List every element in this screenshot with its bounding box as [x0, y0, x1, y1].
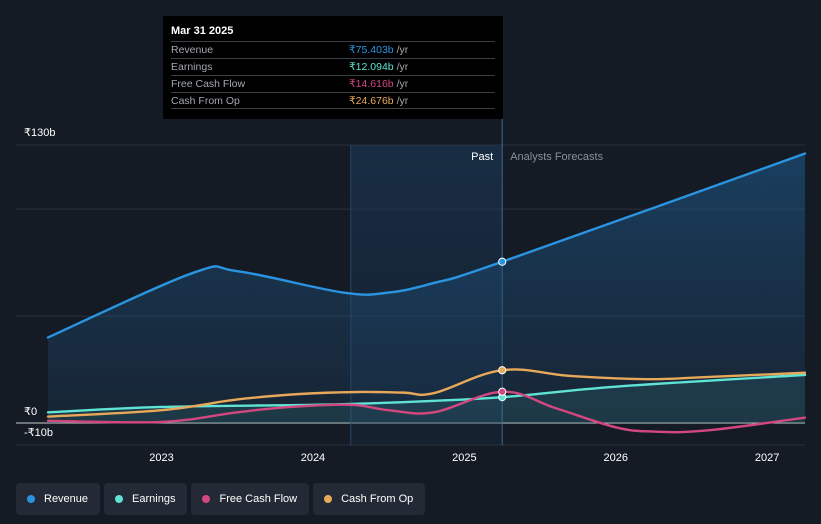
- tooltip-date: Mar 31 2025: [171, 25, 234, 37]
- tooltip-value: ₹12.094b: [349, 61, 394, 73]
- tooltip-unit: /yr: [396, 94, 409, 107]
- x-axis-tick-label: 2026: [604, 452, 628, 464]
- tooltip-row-revenue: Revenue ₹75.403b /yr: [171, 41, 495, 58]
- x-axis-tick-label: 2025: [452, 452, 476, 464]
- tooltip-label: Cash From Op: [171, 94, 240, 107]
- y-axis-label: -₹10b: [24, 427, 53, 439]
- legend-item-revenue[interactable]: Revenue: [16, 483, 101, 515]
- tooltip-unit: /yr: [396, 78, 409, 90]
- series-line-earnings: [46, 373, 807, 414]
- series-marker-cash-from-op: [498, 366, 507, 375]
- legend: Revenue Earnings Free Cash Flow Cash Fro…: [16, 483, 426, 515]
- tooltip: Mar 31 2025 Revenue ₹75.403b /yr Earning…: [163, 16, 503, 119]
- tooltip-unit: /yr: [396, 44, 409, 56]
- tooltip-value: ₹75.403b: [349, 44, 394, 56]
- legend-label: Revenue: [44, 493, 89, 505]
- legend-label: Earnings: [132, 493, 176, 505]
- legend-item-earnings[interactable]: Earnings: [104, 483, 188, 515]
- legend-label: Free Cash Flow: [219, 493, 298, 505]
- series-line-revenue: [46, 152, 807, 339]
- legend-label: Cash From Op: [341, 493, 414, 505]
- y-axis-label: ₹0: [24, 406, 37, 418]
- revenue-dot-icon: [27, 495, 35, 503]
- series-line-cash-from-op: [46, 368, 807, 418]
- tooltip-row-free-cash-flow: Free Cash Flow ₹14.616b /yr: [171, 75, 495, 92]
- free-cash-flow-dot-icon: [202, 495, 211, 503]
- cash-from-op-dot-icon: [324, 495, 333, 503]
- tooltip-unit: /yr: [396, 61, 409, 73]
- forecast-label: Analysts Forecasts: [510, 151, 603, 163]
- tooltip-value: ₹24.676b: [349, 94, 394, 107]
- tooltip-value: ₹14.616b: [349, 78, 394, 90]
- x-axis-tick-label: 2024: [301, 452, 325, 464]
- earnings-dot-icon: [115, 495, 124, 503]
- tooltip-label: Free Cash Flow: [171, 78, 246, 90]
- series-area-revenue: [48, 153, 805, 424]
- y-axis-label: ₹130b: [24, 127, 55, 139]
- series-marker-revenue: [498, 257, 507, 266]
- tooltip-label: Revenue: [171, 44, 214, 56]
- past-label: Past: [471, 151, 493, 163]
- series-line-free-cash-flow: [46, 390, 807, 434]
- series-marker-free-cash-flow: [498, 387, 507, 396]
- tooltip-row-cash-from-op: Cash From Op ₹24.676b /yr: [171, 92, 495, 109]
- x-axis-tick-label: 2027: [755, 452, 779, 464]
- legend-item-free-cash-flow[interactable]: Free Cash Flow: [191, 483, 310, 515]
- tooltip-label: Earnings: [171, 61, 213, 73]
- tooltip-row-earnings: Earnings ₹12.094b /yr: [171, 58, 495, 75]
- x-axis-tick-label: 2023: [149, 452, 173, 464]
- legend-item-cash-from-op[interactable]: Cash From Op: [313, 483, 426, 515]
